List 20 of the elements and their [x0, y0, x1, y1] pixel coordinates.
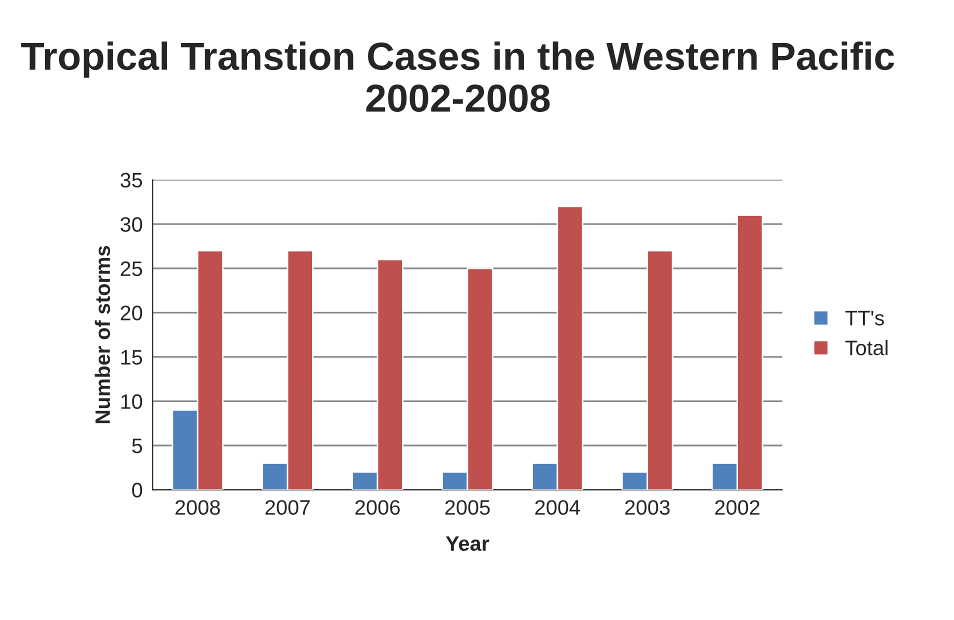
y-tick-label: 30 — [120, 217, 142, 232]
x-tick-label: 2005 — [445, 500, 490, 515]
y-tick-label: 10 — [121, 394, 142, 409]
legend-label: TT's — [845, 310, 884, 326]
y-axis-title: Number of storms — [94, 246, 110, 424]
y-tick-label: 0 — [132, 482, 142, 498]
y-tick-label: 20 — [120, 306, 142, 320]
x-tick-label: 2002 — [715, 500, 760, 515]
x-axis-title: Year — [446, 536, 490, 551]
x-tick-label: 2007 — [265, 500, 310, 515]
x-tick-label: 2003 — [625, 500, 670, 515]
y-tick-label: 15 — [121, 350, 142, 365]
x-tick-label: 2008 — [175, 500, 220, 515]
y-tick-label: 35 — [120, 172, 142, 188]
x-tick-label: 2006 — [355, 500, 400, 515]
y-tick-label: 25 — [120, 261, 142, 276]
chart-title: Tropical Transtion Cases in the Western Pacific 2002-2008 — [21, 42, 894, 112]
legend-label: Total — [845, 340, 888, 356]
y-tick-label: 5 — [132, 438, 142, 454]
x-tick-label: 2004 — [535, 500, 580, 515]
